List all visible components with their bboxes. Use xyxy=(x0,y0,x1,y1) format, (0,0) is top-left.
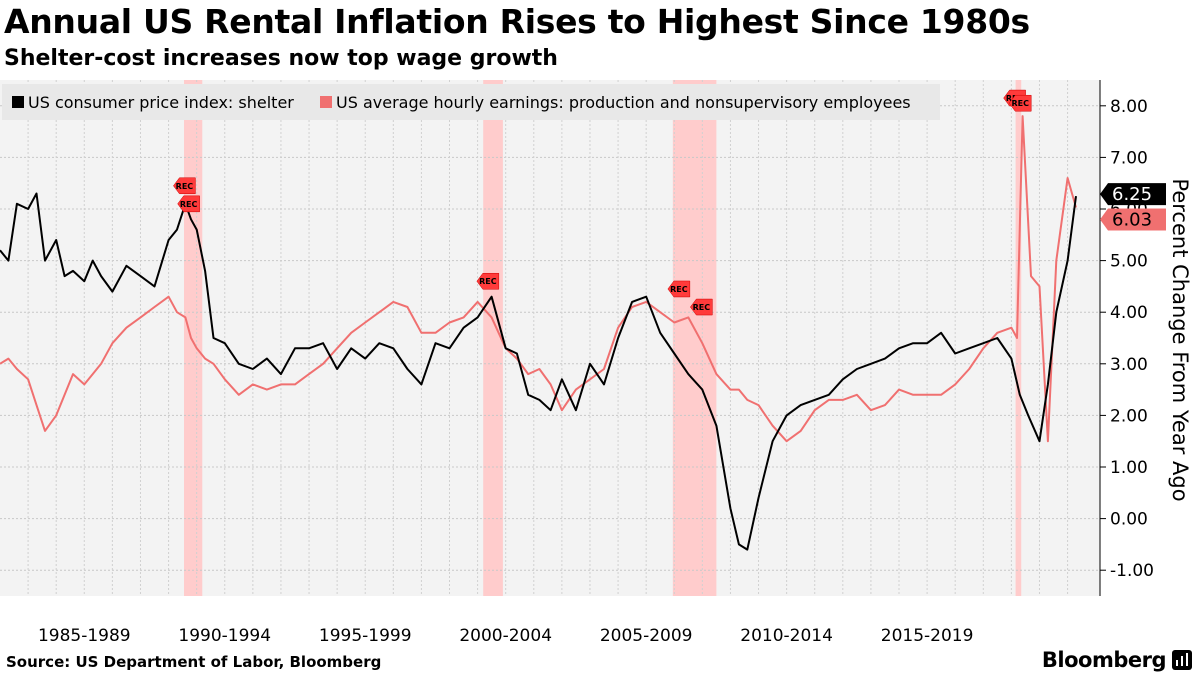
rec-marker-label-6: REC xyxy=(1011,99,1029,108)
x-tick-label-6: 2015-2019 xyxy=(881,626,974,646)
y-tick-label-5: 4.00 xyxy=(1110,303,1148,323)
rec-marker-label-2: REC xyxy=(479,277,497,286)
y-tick-label-3: 2.00 xyxy=(1110,406,1148,426)
legend-label-earnings: US average hourly earnings: production a… xyxy=(336,93,911,112)
rec-marker-shape-2 xyxy=(476,272,500,290)
y-tick-label-2: 1.00 xyxy=(1110,458,1148,478)
x-tick-label-1: 1990-1994 xyxy=(178,626,271,646)
y-axis-ticks: -1.000.001.002.003.004.005.006.007.008.0… xyxy=(1100,97,1154,581)
rec-marker-6: REC xyxy=(1008,94,1032,112)
legend-swatch-shelter xyxy=(12,96,24,108)
bar-chart-icon xyxy=(1172,650,1192,670)
x-tick-label-5: 2010-2014 xyxy=(740,626,833,646)
y-tick-label-4: 3.00 xyxy=(1110,355,1148,375)
rec-marker-2: REC xyxy=(476,272,500,290)
y-tick-label-1: 0.00 xyxy=(1110,510,1148,530)
rec-marker-label-3: REC xyxy=(670,285,688,294)
legend-box xyxy=(2,84,940,120)
bloomberg-logo: Bloomberg xyxy=(1041,648,1167,672)
chart-subtitle: Shelter-cost increases now top wage grow… xyxy=(4,46,558,71)
last-value-shelter: 6.25 xyxy=(1112,184,1152,205)
x-tick-label-3: 2000-2004 xyxy=(459,626,552,646)
y-tick-label-8: 7.00 xyxy=(1110,148,1148,168)
x-tick-label-2: 1995-1999 xyxy=(319,626,412,646)
y-tick-label-6: 5.00 xyxy=(1110,252,1148,272)
last-value-tag-shelter: 6.25 xyxy=(1100,183,1166,206)
source-note: Source: US Department of Labor, Bloomber… xyxy=(6,653,382,671)
rec-marker-1: REC xyxy=(177,195,200,213)
y-tick-label-0: -1.00 xyxy=(1110,561,1154,581)
plot-area xyxy=(0,80,1100,596)
rec-marker-label-1: REC xyxy=(180,200,198,209)
recession-band-3 xyxy=(1015,80,1022,596)
rec-marker-label-0: REC xyxy=(176,182,194,191)
rec-marker-shape-3 xyxy=(667,280,691,298)
last-value-earnings: 6.03 xyxy=(1112,209,1152,230)
recession-markers: RECRECRECRECRECRECREC xyxy=(173,89,1032,316)
rec-marker-shape-4 xyxy=(690,298,713,316)
rec-marker-shape-1 xyxy=(177,195,200,213)
x-axis-labels: 1985-1989 1990-1994 1995-1999 2000-2004 2005… xyxy=(38,626,973,646)
x-tick-label-4: 2005-2009 xyxy=(600,626,693,646)
legend-swatch-earnings xyxy=(320,96,332,108)
rec-marker-3: REC xyxy=(667,280,691,298)
chart-title: Annual US Rental Inflation Rises to High… xyxy=(4,2,1030,41)
series-line-0 xyxy=(0,192,1077,551)
rec-marker-shape-0 xyxy=(173,177,196,195)
rec-marker-4: REC xyxy=(690,298,713,316)
last-value-tag-earnings: 6.03 xyxy=(1100,208,1166,231)
y-axis-title: Percent Change From Year Ago xyxy=(1168,178,1192,501)
rec-marker-shape-6 xyxy=(1008,94,1032,112)
series-line-1 xyxy=(0,115,1077,443)
rec-marker-label-4: REC xyxy=(693,303,711,312)
series-lines xyxy=(0,115,1077,551)
legend-label-shelter: US consumer price index: shelter xyxy=(28,93,294,112)
y-tick-label-9: 8.00 xyxy=(1110,97,1148,117)
rec-marker-0: REC xyxy=(173,177,196,195)
recession-band-2 xyxy=(672,80,717,596)
x-tick-label-0: 1985-1989 xyxy=(38,626,131,646)
